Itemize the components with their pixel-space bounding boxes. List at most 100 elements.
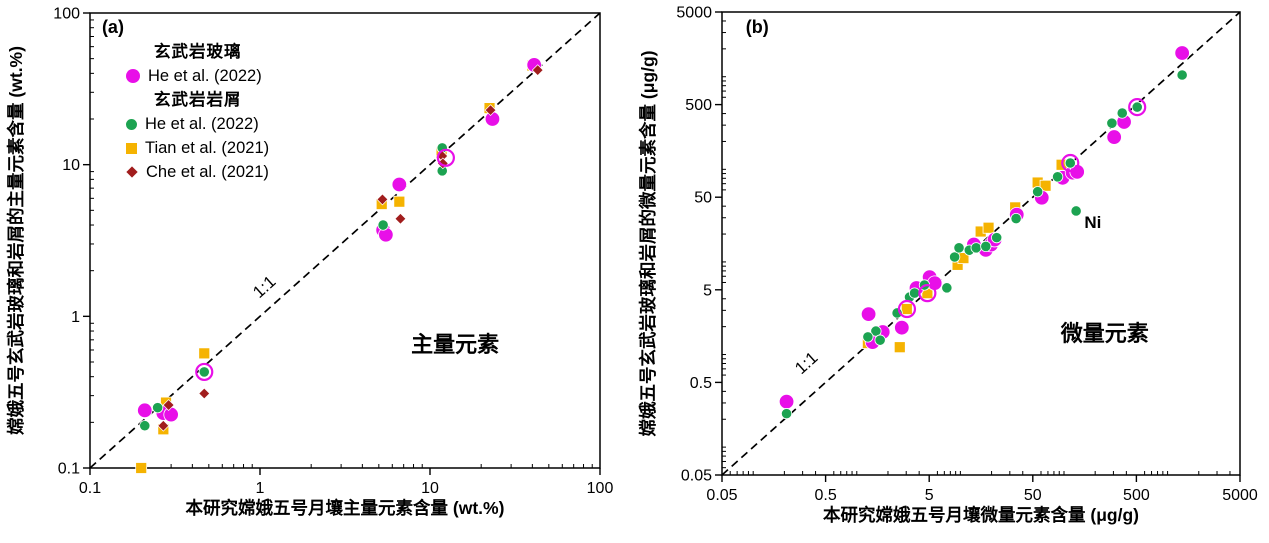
data-point-clast_tian [900, 303, 913, 315]
data-point-clast_che [157, 419, 170, 432]
y-tick-label: 0.05 [681, 468, 712, 485]
series-clast_he-a [139, 142, 448, 432]
y-tick-label: 5 [703, 282, 712, 299]
data-point-clast_he [862, 331, 874, 343]
data-point-ring-glass [436, 148, 455, 167]
legend-item-glass: He et al. (2022) [126, 64, 269, 88]
plot-frame-a [89, 12, 601, 469]
data-point-clast_he [1131, 101, 1143, 113]
square-marker-icon [126, 142, 137, 154]
plot-frame-b [721, 11, 1241, 476]
x-tick-label: 5000 [1222, 487, 1258, 504]
data-point-clast_he [874, 334, 886, 346]
data-point-clast_he [908, 287, 921, 299]
legend-item-label: Tian et al. (2021) [145, 139, 270, 157]
data-point-glass [860, 306, 877, 322]
data-point-glass [894, 319, 910, 336]
panel-a-caption: 主量元素 [411, 332, 499, 357]
x-tick-label: 0.5 [814, 487, 836, 504]
data-point-clast_he [780, 408, 793, 420]
y-tick-label: 5000 [676, 5, 712, 22]
data-point-clast_he [941, 282, 953, 294]
data-point-glass [163, 406, 179, 423]
data-point-clast_che [198, 387, 211, 400]
x-tick-label: 5 [925, 487, 934, 504]
data-point-clast_che [531, 64, 544, 77]
legend-group-header: 玄武岩岩屑 [154, 91, 242, 109]
legend-item-clast_tian: Tian et al. (2021) [126, 136, 269, 160]
data-point-ring-glass [918, 284, 937, 303]
x-tick-label: 0.05 [706, 487, 737, 504]
data-point-glass [1106, 129, 1122, 145]
one-to-one-line [721, 11, 1241, 476]
legend-group-header: 玄武岩玻璃 [154, 43, 242, 61]
data-point-clast_he [1064, 157, 1076, 169]
plot-panel-a: 0.1 1 10 100 0.1 1 10 100 1:1 (a) 主量元素本研究嫦娥五号月壤主量元… [6, 6, 613, 519]
legend-item-label: He et al. (2022) [145, 115, 259, 133]
data-point-clast_he [198, 366, 210, 378]
x-tick-label: 10 [421, 480, 439, 497]
y-tick-label: 100 [53, 6, 80, 23]
legend-item-label: Che et al. (2021) [146, 163, 269, 181]
y-tick-label: 50 [694, 190, 712, 207]
one-to-one-label: 1:1 [249, 272, 279, 302]
data-point-clast_he [1106, 117, 1118, 129]
y-axis-title-b: 嫦娥五号玄武岩玻璃和岩屑的微量元素含量 (μg/g) [638, 51, 658, 437]
x-tick-label: 1 [256, 480, 265, 497]
data-point-clast_tian [393, 195, 406, 208]
legend: 玄武岩玻璃 He et al. (2022) 玄武岩岩屑 He et al. (202… [126, 40, 269, 184]
one-to-one-label: 1:1 [791, 348, 821, 378]
y-tick-label: 500 [685, 97, 712, 114]
data-point-clast_tian [135, 462, 148, 474]
x-tick-label: 100 [587, 480, 614, 497]
y-axis-title-a: 嫦娥五号玄武岩玻璃和岩屑的主量元素含量 (wt.%) [6, 46, 26, 435]
data-point-clast_he [1010, 212, 1022, 225]
data-point-clast_he [1052, 171, 1064, 183]
panel-b-label: (b) [746, 17, 769, 37]
data-point-glass [391, 176, 408, 193]
data-point-clast_he [980, 240, 992, 253]
x-axis-title-a: 本研究嫦娥五号月壤主量元素含量 (wt.%) [186, 498, 505, 518]
panel-b-caption: 微量元素 [1060, 321, 1149, 346]
data-point-clast_che [484, 104, 497, 116]
ni-outlier-label: Ni [1084, 213, 1101, 232]
one-to-one-line [89, 12, 601, 469]
data-point-clast_che [162, 399, 175, 411]
data-point-clast_che [394, 212, 407, 225]
data-point-clast_tian [982, 221, 995, 234]
data-point-clast_he [1116, 107, 1128, 119]
data-point-ring-glass [1128, 97, 1147, 117]
data-point-clast_tian [893, 341, 906, 354]
data-point-clast_he [152, 402, 164, 414]
y-tick-label: 1 [71, 309, 80, 326]
data-point-clast_che [376, 193, 389, 206]
legend-item-clast_che: Che et al. (2021) [126, 160, 269, 184]
legend-item-label: He et al. (2022) [148, 67, 262, 85]
y-tick-label: 0.1 [58, 461, 80, 478]
y-tick-label: 10 [62, 157, 80, 174]
data-point-clast_he [953, 242, 965, 254]
x-tick-label: 500 [1123, 487, 1150, 504]
data-point-clast_he [870, 325, 882, 337]
data-point-clast_tian [198, 347, 211, 360]
data-point-clast_he [1032, 186, 1044, 198]
x-axis-title-b: 本研究嫦娥五号月壤微量元素含量 (μg/g) [823, 505, 1139, 525]
data-point-clast_he [1070, 205, 1082, 217]
data-point-clast_he [970, 242, 982, 254]
circle-marker-icon [126, 69, 140, 83]
circle-marker-icon [126, 118, 137, 130]
panel-a-label: (a) [102, 17, 124, 37]
series-clast_he-b [780, 69, 1188, 420]
x-tick-label: 0.1 [79, 480, 101, 497]
data-point-ring-glass [195, 362, 214, 382]
data-point-glass [778, 393, 795, 410]
data-point-glass [137, 402, 153, 419]
legend-item-clast_he: He et al. (2022) [126, 112, 269, 136]
data-point-clast_he [139, 420, 151, 432]
data-point-glass [1174, 45, 1190, 61]
x-tick-label: 50 [1024, 487, 1042, 504]
data-point-ring-glass [897, 299, 917, 319]
data-point-clast_he [949, 251, 961, 263]
